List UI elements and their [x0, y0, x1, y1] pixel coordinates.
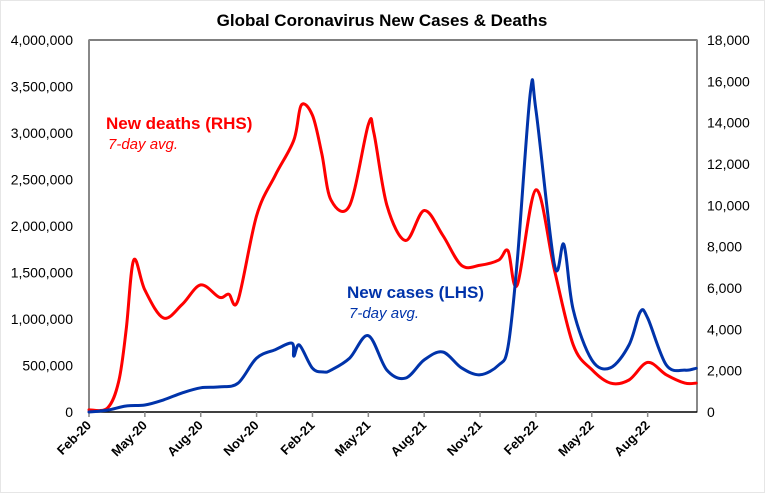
x-tick-label: Nov-20: [220, 418, 261, 459]
y-right-tick-label: 12,000: [707, 156, 750, 172]
y-right-tick-label: 16,000: [707, 73, 750, 89]
deaths-line: [87, 102, 698, 413]
y-right-tick-label: 4,000: [707, 321, 742, 337]
x-tick-label: May-22: [555, 418, 597, 460]
y-right-tick-label: 2,000: [707, 363, 742, 379]
plot-area: [88, 39, 698, 413]
x-tick-label: Aug-20: [164, 418, 206, 460]
y-left-tick-label: 500,000: [22, 358, 73, 374]
y-right-tick-label: 8,000: [707, 239, 742, 255]
deaths-series-sublabel: 7-day avg.: [108, 136, 178, 153]
x-tick-label: May-21: [332, 418, 374, 460]
cases-line: [87, 78, 698, 414]
x-tick-label: Feb-22: [501, 418, 541, 458]
y-right-tick-label: 6,000: [707, 280, 742, 296]
chart-title: Global Coronavirus New Cases & Deaths: [217, 11, 548, 30]
y-axis-left: 0 500,000 1,000,000 1,500,000 2,000,000 2,500…: [11, 32, 74, 420]
x-tick-label: Aug-21: [388, 418, 430, 460]
y-left-tick-label: 2,500,000: [11, 172, 73, 188]
x-tick-label: May-20: [108, 418, 150, 460]
x-axis: Feb-20 May-20 Aug-20 Nov-20 Feb-21 May-21 Aug-…: [54, 412, 653, 459]
y-left-tick-label: 4,000,000: [11, 32, 73, 48]
y-right-tick-label: 10,000: [707, 197, 750, 213]
x-tick-label: Feb-20: [54, 418, 94, 458]
series-lines: [87, 78, 698, 414]
y-left-tick-label: 0: [65, 404, 73, 420]
deaths-series-label: New deaths (RHS): [106, 114, 252, 133]
x-tick-label: Nov-21: [444, 418, 485, 459]
y-left-tick-label: 1,500,000: [11, 265, 73, 281]
y-right-tick-label: 14,000: [707, 115, 750, 131]
y-left-tick-label: 2,000,000: [11, 218, 73, 234]
x-tick-label: Feb-21: [277, 418, 317, 458]
y-left-tick-label: 3,000,000: [11, 125, 73, 141]
y-right-tick-label: 18,000: [707, 32, 750, 48]
y-left-tick-label: 3,500,000: [11, 79, 73, 95]
cases-series-sublabel: 7-day avg.: [349, 305, 419, 322]
cases-series-label: New cases (LHS): [347, 283, 484, 302]
y-right-tick-label: 0: [707, 404, 715, 420]
y-axis-right: 0 2,000 4,000 6,000 8,000 10,000 12,000 14,000 1…: [707, 32, 750, 420]
x-tick-label: Aug-22: [611, 418, 653, 460]
y-left-tick-label: 1,000,000: [11, 311, 73, 327]
